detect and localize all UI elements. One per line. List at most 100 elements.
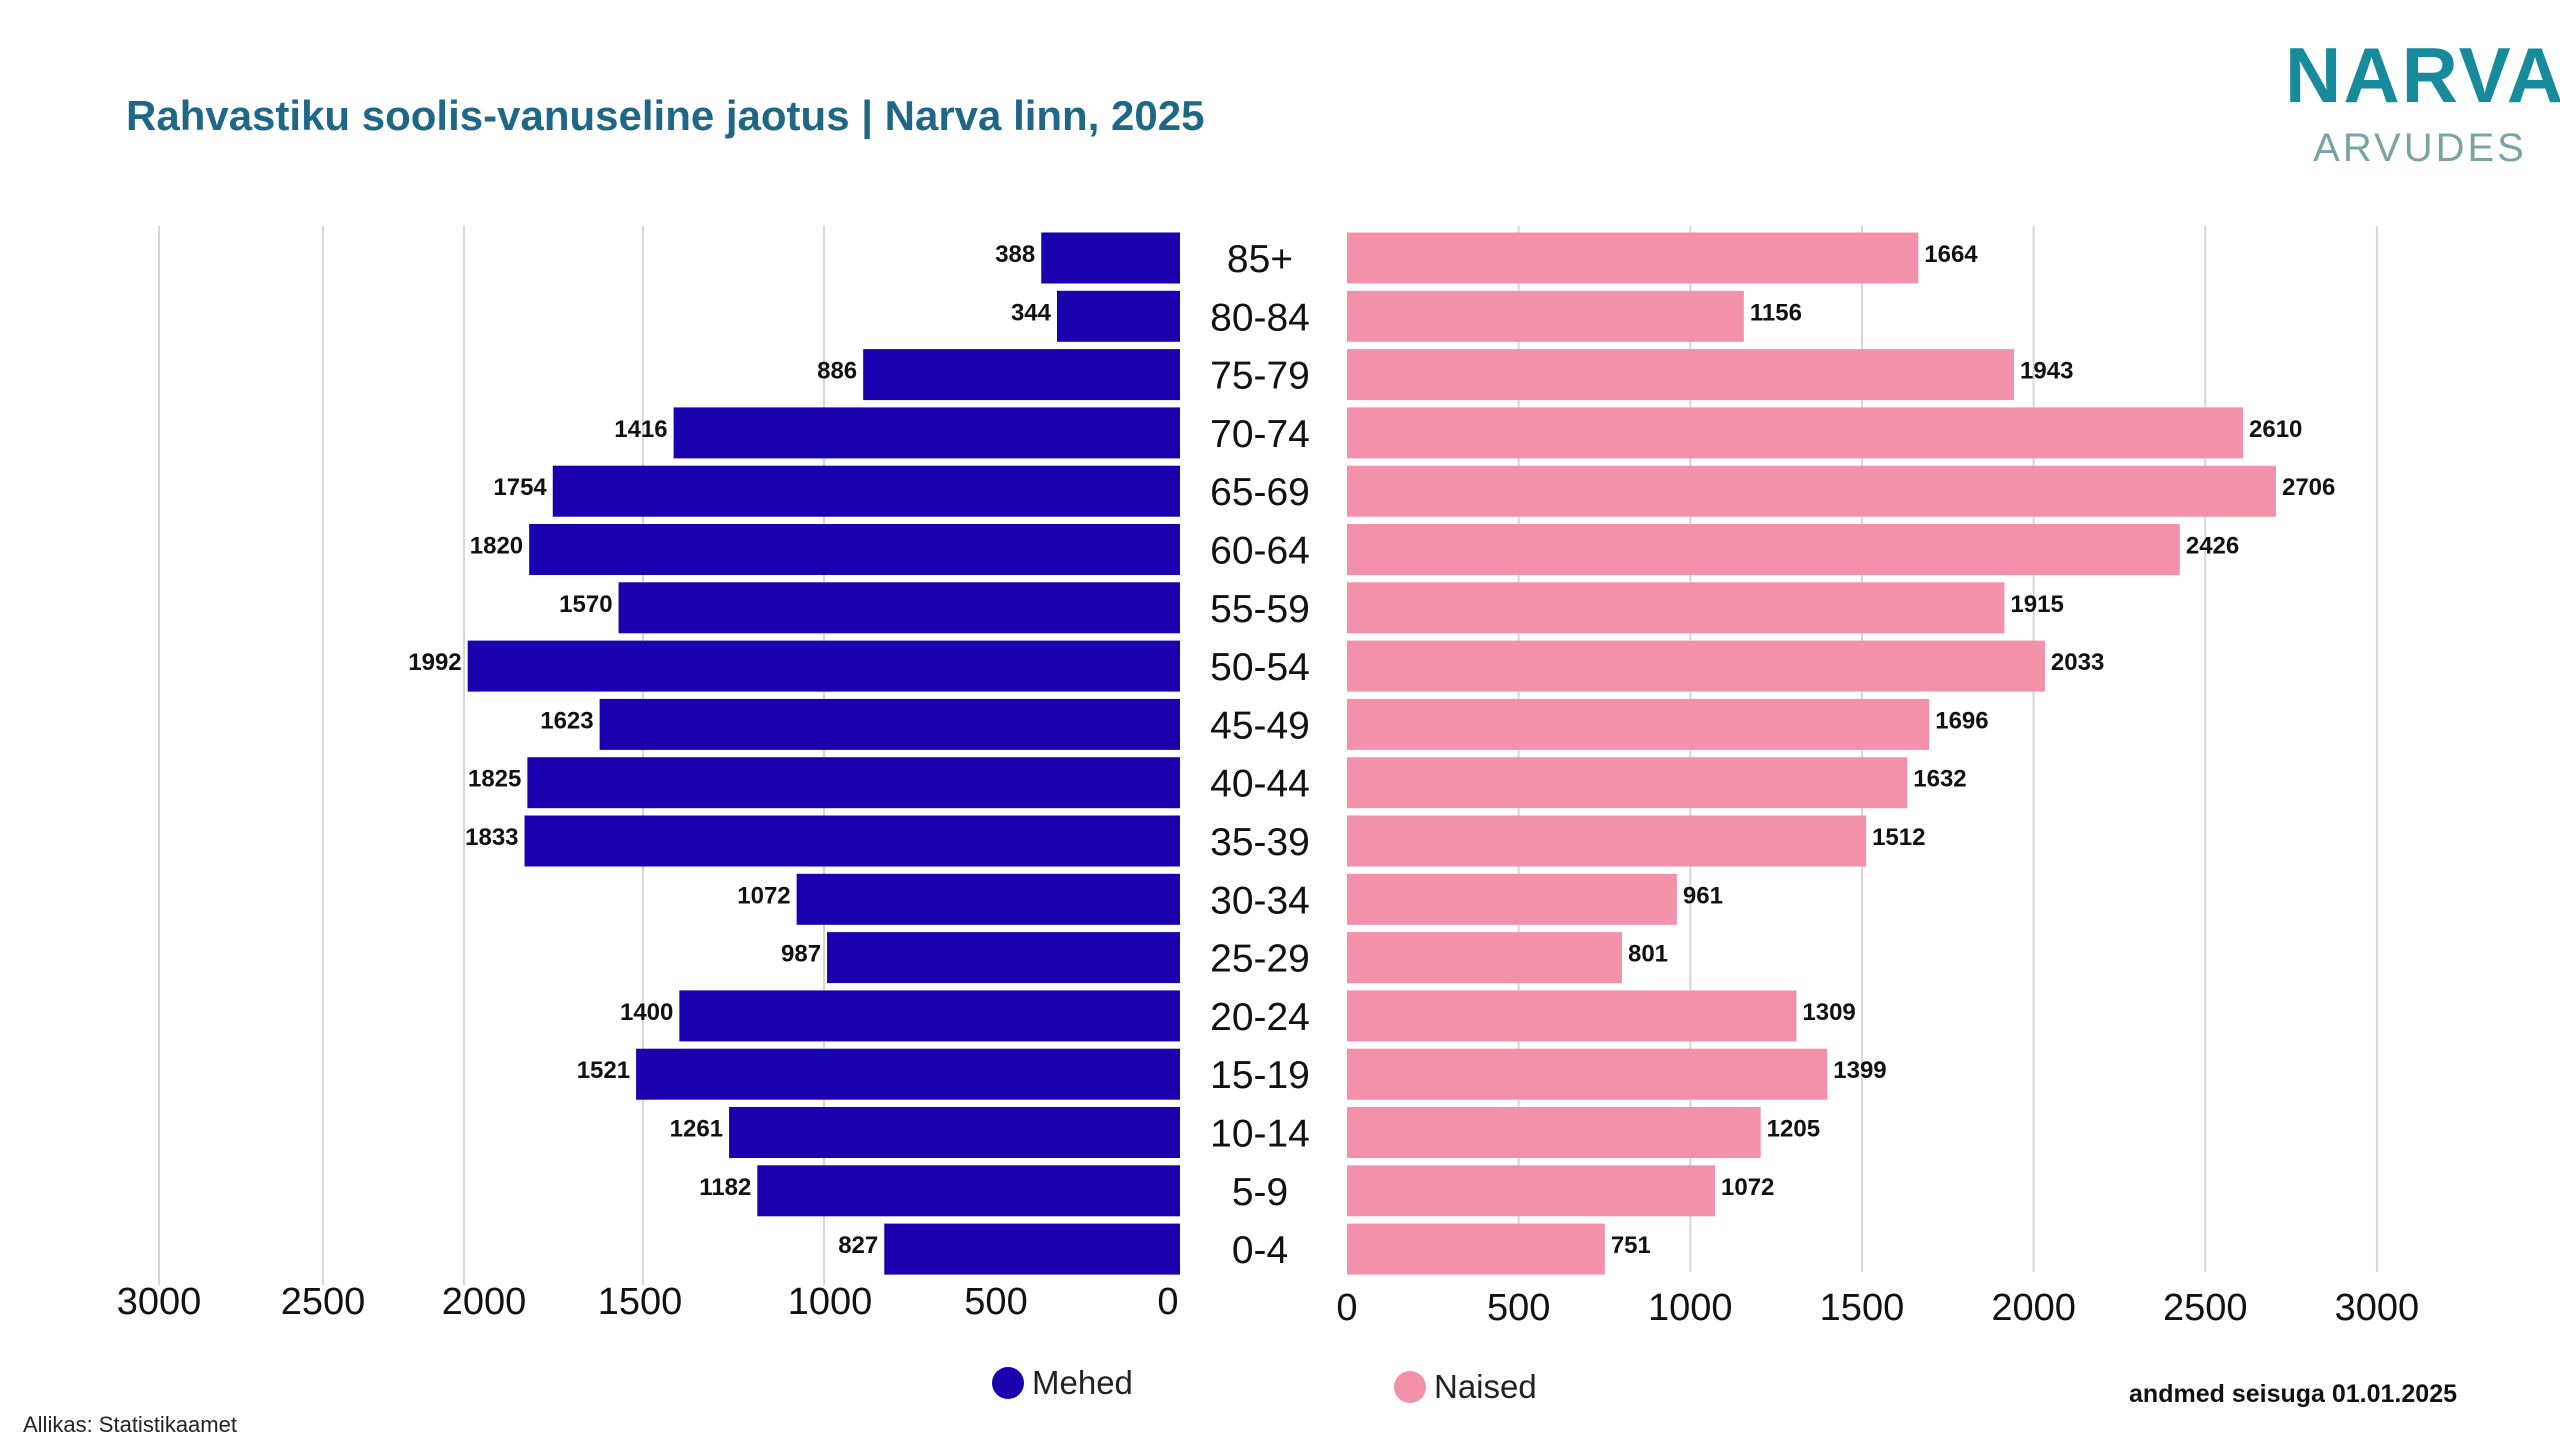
source-note: Allikas: Statistikaamet bbox=[23, 1412, 237, 1437]
data-label-mehed: 1182 bbox=[699, 1174, 751, 1201]
bar-mehed bbox=[679, 990, 1180, 1042]
right-axis-tick: 1000 bbox=[1648, 1287, 1733, 1329]
data-label-mehed: 1825 bbox=[468, 766, 521, 793]
left-axis-tick: 1500 bbox=[598, 1281, 683, 1323]
bar-naised bbox=[1347, 698, 1930, 750]
age-group-label: 70-74 bbox=[1210, 413, 1310, 456]
bar-naised bbox=[1347, 524, 2180, 575]
left-axis-tick: 0 bbox=[1157, 1281, 1178, 1323]
age-group-label: 65-69 bbox=[1210, 471, 1310, 514]
left-axis-tick: 1000 bbox=[788, 1281, 873, 1323]
bar-naised bbox=[1347, 1048, 1828, 1100]
bar-mehed bbox=[827, 932, 1180, 984]
legend-label-naised: Naised bbox=[1434, 1368, 1537, 1405]
narva-arvudes-logo: NARVA ARVUDES bbox=[2285, 36, 2560, 171]
data-label-naised: 1664 bbox=[1924, 241, 1978, 268]
data-label-naised: 2033 bbox=[2051, 649, 2104, 676]
bar-naised bbox=[1347, 990, 1797, 1042]
left-axis-tick: 3000 bbox=[117, 1281, 202, 1323]
data-label-naised: 1696 bbox=[1935, 707, 1988, 734]
right-axis-tick: 2500 bbox=[2163, 1287, 2248, 1329]
bar-naised bbox=[1347, 815, 1867, 867]
bar-mehed bbox=[552, 465, 1180, 517]
age-group-label: 20-24 bbox=[1210, 996, 1310, 1039]
data-label-mehed: 1570 bbox=[559, 591, 612, 618]
age-group-label: 5-9 bbox=[1232, 1171, 1288, 1214]
age-group-label: 0-4 bbox=[1232, 1229, 1288, 1272]
age-group-label: 75-79 bbox=[1210, 355, 1310, 398]
bar-mehed bbox=[524, 815, 1180, 867]
bar-naised bbox=[1347, 232, 1919, 284]
bar-mehed bbox=[757, 1165, 1180, 1217]
bar-mehed bbox=[884, 1223, 1180, 1275]
age-group-label: 85+ bbox=[1227, 238, 1293, 281]
data-label-naised: 1512 bbox=[1872, 824, 1925, 851]
legend-label-mehed: Mehed bbox=[1032, 1364, 1133, 1401]
age-group-label: 40-44 bbox=[1210, 763, 1310, 806]
logo-sub-text: ARVUDES bbox=[2313, 126, 2527, 170]
bar-naised bbox=[1347, 1165, 1716, 1217]
data-label-mehed: 1521 bbox=[577, 1057, 630, 1084]
data-label-mehed: 388 bbox=[995, 241, 1035, 268]
legend-marker-mehed bbox=[992, 1367, 1024, 1399]
bar-naised bbox=[1347, 582, 2005, 634]
data-label-naised: 2610 bbox=[2249, 416, 2302, 443]
legend-marker-naised bbox=[1394, 1371, 1426, 1403]
bar-mehed bbox=[527, 757, 1180, 809]
data-label-mehed: 1820 bbox=[470, 533, 523, 560]
bar-naised bbox=[1347, 349, 2015, 401]
data-label-mehed: 886 bbox=[817, 358, 857, 385]
data-label-naised: 1156 bbox=[1750, 299, 1802, 326]
bar-naised bbox=[1347, 757, 1908, 809]
left-axis-tick: 2000 bbox=[442, 1281, 527, 1323]
data-label-mehed: 1833 bbox=[465, 824, 518, 851]
bar-mehed bbox=[636, 1048, 1180, 1100]
age-group-label: 80-84 bbox=[1210, 296, 1310, 339]
data-label-mehed: 1754 bbox=[493, 474, 547, 501]
data-label-mehed: 1400 bbox=[620, 999, 673, 1026]
age-group-label: 25-29 bbox=[1210, 938, 1310, 981]
left-axis-tick: 500 bbox=[964, 1281, 1027, 1323]
age-group-label: 15-19 bbox=[1210, 1054, 1310, 1097]
right-axis-tick: 500 bbox=[1487, 1287, 1550, 1329]
bar-mehed bbox=[529, 524, 1180, 575]
right-axis-tick: 2000 bbox=[1991, 1287, 2076, 1329]
bar-mehed bbox=[729, 1107, 1180, 1158]
bar-mehed bbox=[1056, 290, 1180, 342]
chart-title: Rahvastiku soolis-vanuseline jaotus | Na… bbox=[126, 92, 1205, 139]
data-label-naised: 801 bbox=[1628, 941, 1668, 968]
data-date-note: andmed seisuga 01.01.2025 bbox=[2129, 1380, 2457, 1408]
age-group-label: 45-49 bbox=[1210, 704, 1310, 747]
data-label-mehed: 344 bbox=[1011, 299, 1052, 326]
data-label-mehed: 987 bbox=[781, 941, 821, 968]
age-group-label: 30-34 bbox=[1210, 879, 1310, 922]
left-axis-tick: 2500 bbox=[281, 1281, 366, 1323]
age-group-label: 55-59 bbox=[1210, 588, 1310, 631]
bar-naised bbox=[1347, 640, 2045, 692]
bar-naised bbox=[1347, 873, 1677, 925]
data-label-naised: 1915 bbox=[2010, 591, 2063, 618]
bar-naised bbox=[1347, 290, 1744, 342]
data-label-mehed: 1416 bbox=[614, 416, 667, 443]
bar-naised bbox=[1347, 1107, 1761, 1158]
right-axis-tick: 0 bbox=[1336, 1287, 1357, 1329]
data-label-mehed: 1992 bbox=[408, 649, 461, 676]
legend-item-mehed: Mehed bbox=[992, 1364, 1133, 1402]
data-label-naised: 1072 bbox=[1721, 1174, 1774, 1201]
age-group-label: 60-64 bbox=[1210, 530, 1310, 573]
age-group-label: 50-54 bbox=[1210, 646, 1310, 689]
data-label-naised: 2706 bbox=[2282, 474, 2335, 501]
data-label-naised: 1309 bbox=[1802, 999, 1855, 1026]
data-label-naised: 2426 bbox=[2186, 533, 2239, 560]
bar-mehed bbox=[618, 582, 1180, 634]
bar-naised bbox=[1347, 465, 2276, 517]
data-label-mehed: 1623 bbox=[540, 707, 593, 734]
data-label-mehed: 1072 bbox=[737, 882, 790, 909]
bar-mehed bbox=[1041, 232, 1180, 284]
bar-naised bbox=[1347, 1223, 1605, 1275]
right-axis-tick: 1500 bbox=[1820, 1287, 1905, 1329]
data-label-naised: 1205 bbox=[1767, 1116, 1820, 1143]
age-group-label: 10-14 bbox=[1210, 1113, 1310, 1156]
bar-mehed bbox=[599, 698, 1180, 750]
age-group-label: 35-39 bbox=[1210, 821, 1310, 864]
